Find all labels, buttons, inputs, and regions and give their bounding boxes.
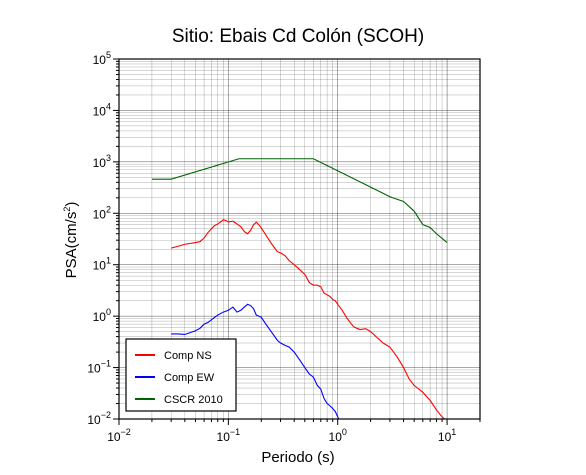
- y-tick-label: 10−1: [87, 359, 111, 376]
- y-axis-label-superscript: 2: [62, 207, 72, 212]
- chart-ticks: [113, 58, 481, 425]
- y-axis-label-main: PSA(cm/s: [63, 212, 80, 279]
- series-line-3: [151, 158, 448, 243]
- series-line-2: [171, 303, 340, 419]
- y-tick-label: 10−2: [87, 410, 111, 427]
- y-tick-labels: 10−2 10−1 100 101 102 103 104 105: [87, 50, 111, 427]
- y-axis-label: PSA(cm/s2): [62, 202, 80, 279]
- chart-grid: [118, 58, 481, 420]
- x-axis-label: Periodo (s): [261, 449, 334, 466]
- x-tick-label: 10−1: [217, 427, 241, 444]
- x-tick-label: 101: [438, 427, 456, 444]
- y-tick-label: 104: [93, 101, 111, 118]
- y-tick-label: 101: [93, 256, 111, 273]
- y-tick-label: 105: [93, 50, 111, 67]
- legend-label: Comp EW: [164, 372, 215, 384]
- chart-title: Sitio: Ebais Cd Colón (SCOH): [172, 26, 424, 47]
- y-tick-label: 102: [93, 204, 111, 221]
- series-line-1: [171, 219, 446, 419]
- x-tick-label: 100: [329, 427, 347, 444]
- y-tick-label: 103: [93, 153, 111, 170]
- legend-label: CSCR 2010: [164, 394, 223, 406]
- legend-label: Comp NS: [164, 350, 212, 362]
- x-tick-label: 10−2: [107, 427, 131, 444]
- y-axis-label-close: ): [63, 202, 80, 207]
- plot-frame: [118, 58, 481, 420]
- legend: Comp NS Comp EW CSCR 2010: [125, 338, 237, 412]
- chart-series-layer: [151, 158, 448, 419]
- x-tick-labels: 10−2 10−1 100 101: [107, 427, 456, 444]
- y-tick-label: 100: [93, 307, 111, 324]
